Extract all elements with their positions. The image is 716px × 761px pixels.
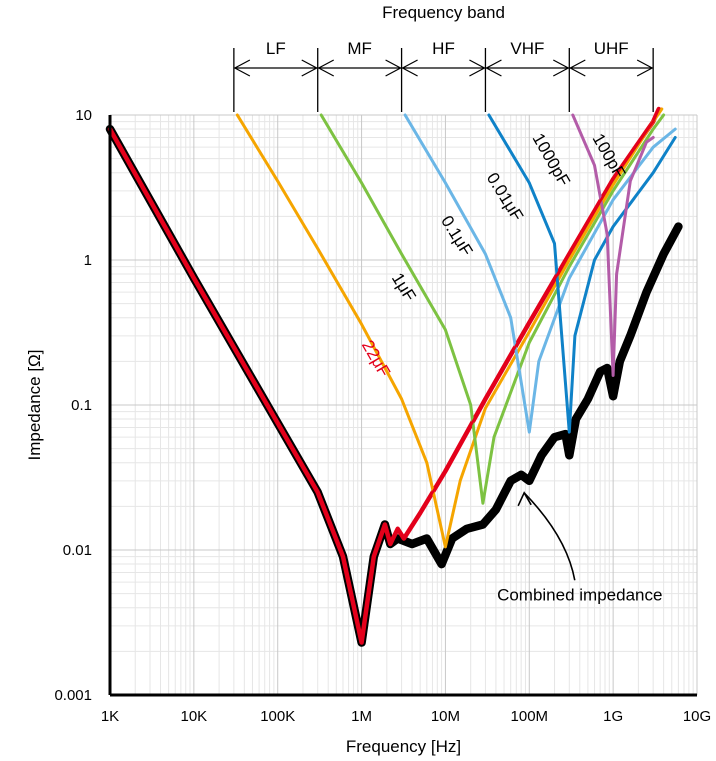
x-tick-label: 10M bbox=[431, 708, 460, 725]
axes bbox=[108, 115, 697, 697]
band-header-title: Frequency band bbox=[382, 3, 505, 22]
x-tick-label: 10G bbox=[683, 708, 711, 725]
band-arrow-head bbox=[401, 59, 418, 77]
x-tick-label: 1K bbox=[101, 708, 119, 725]
band-header: Frequency band LF MF HF VHF UHF bbox=[233, 3, 654, 112]
band-label: LF bbox=[266, 39, 286, 58]
x-tick-label: 10K bbox=[181, 708, 208, 725]
x-tick-label: 100M bbox=[511, 708, 549, 725]
x-tick-label: 1G bbox=[603, 708, 623, 725]
series-line bbox=[235, 107, 664, 549]
band-arrow-head bbox=[385, 59, 402, 77]
series-line-overlay bbox=[108, 108, 660, 644]
series-label: 22μF bbox=[358, 337, 394, 380]
band-label: MF bbox=[347, 39, 372, 58]
y-tick-label: 0.01 bbox=[63, 542, 92, 559]
band-arrow-head bbox=[233, 59, 251, 77]
y-axis-title: Impedance [Ω] bbox=[25, 350, 44, 461]
band-arrow-head bbox=[301, 59, 318, 77]
x-tick-label: 100K bbox=[260, 708, 295, 725]
band-label: UHF bbox=[594, 39, 629, 58]
band-arrow-head bbox=[569, 59, 586, 77]
annotation-text: Combined impedance bbox=[497, 585, 662, 604]
y-tick-label: 10 bbox=[75, 107, 92, 124]
series-line bbox=[571, 113, 655, 377]
band-arrow-head bbox=[469, 59, 486, 77]
series-line bbox=[319, 113, 666, 505]
series-group bbox=[105, 106, 683, 647]
tick-labels: 1K 10K 100K 1M 10M 100M 1G 10G 0.001 0.01 0.1 1 10 bbox=[54, 107, 711, 725]
annotation-arrow-line bbox=[523, 492, 576, 581]
band-arrow-head bbox=[317, 59, 335, 77]
annotation-arrow-head bbox=[517, 491, 532, 507]
x-tick-label: 1M bbox=[351, 708, 372, 725]
series-label: 1000pF bbox=[529, 130, 574, 189]
band-arrow-head bbox=[553, 59, 570, 77]
x-axis-title: Frequency [Hz] bbox=[346, 737, 461, 756]
y-tick-label: 0.1 bbox=[71, 397, 92, 414]
y-tick-label: 0.001 bbox=[54, 687, 92, 704]
band-label: HF bbox=[432, 39, 455, 58]
annotation: Combined impedance bbox=[497, 491, 662, 604]
band-label: VHF bbox=[510, 39, 544, 58]
band-arrow-head bbox=[636, 59, 654, 77]
band-arrow-head bbox=[485, 59, 502, 77]
series-line bbox=[487, 113, 677, 434]
y-tick-label: 1 bbox=[84, 252, 92, 269]
